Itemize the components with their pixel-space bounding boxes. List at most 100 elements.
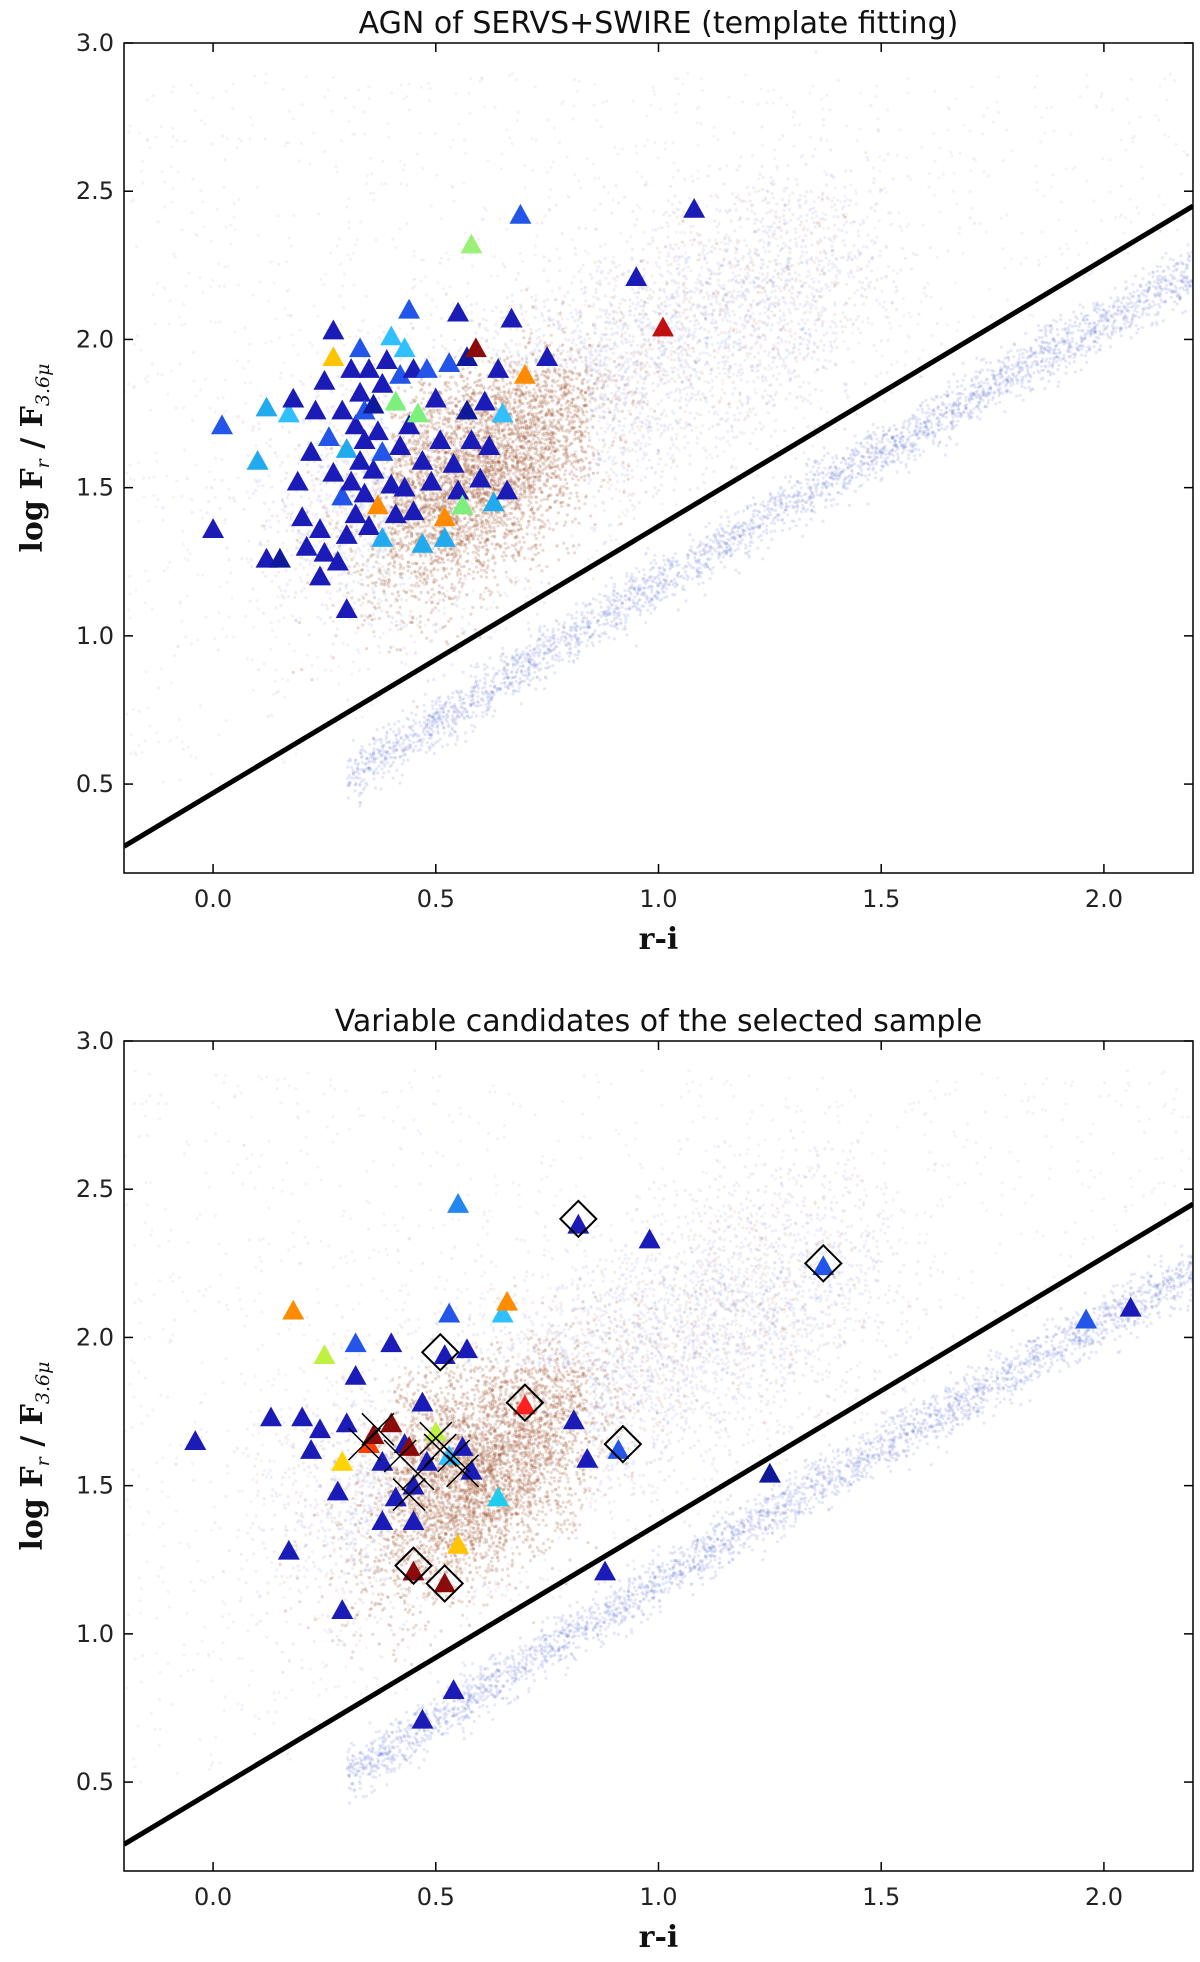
triangle-point (362, 393, 385, 414)
triangle-point (509, 203, 532, 224)
triangle-point (496, 1290, 519, 1311)
y-axis-label: log Fr / F3.6μ (15, 364, 54, 553)
triangle-point (282, 1299, 305, 1320)
triangle-point (576, 1447, 599, 1468)
triangle-point (282, 387, 305, 408)
triangle-point (371, 372, 394, 393)
triangle-point (380, 325, 403, 346)
triangle-point (812, 1255, 835, 1276)
triangle-point (433, 1572, 456, 1593)
triangle-point (491, 402, 514, 423)
y-tick-label: 0.5 (76, 1768, 114, 1796)
x-axis-label: r-i (639, 1920, 679, 1955)
x-tick-label: 0.0 (194, 885, 232, 913)
triangle-point (313, 369, 336, 390)
triangle-point (415, 358, 438, 378)
triangle-point (322, 346, 345, 367)
triangle-point (380, 1412, 403, 1433)
triangle-point (420, 470, 443, 491)
triangle-point (335, 1412, 358, 1433)
triangle-point (460, 233, 483, 254)
triangle-point (415, 1450, 438, 1471)
diamond-marker (420, 1332, 460, 1372)
x-marker (361, 1412, 395, 1446)
triangle-point (447, 301, 470, 322)
y-tick-label: 3.0 (76, 1027, 114, 1055)
triangle-point (513, 1394, 536, 1415)
triangle-point (313, 1344, 336, 1365)
triangle-point (349, 449, 372, 470)
triangle-point (638, 1228, 661, 1249)
triangle-point (482, 491, 505, 512)
x-marker (423, 1433, 457, 1467)
triangle-point (340, 470, 363, 491)
triangle-point (335, 598, 358, 618)
triangle-point (344, 1364, 367, 1385)
bottom-scatter-panel: 0.0 0.5 1.0 1.5 2.0 0.5 1.0 1.5 2.0 2.5 3.0 Variabl… (15, 1004, 1194, 1955)
triangle-point (758, 1462, 781, 1483)
triangle-point (366, 420, 389, 441)
triangle-point (357, 515, 380, 535)
triangle-point (460, 429, 483, 450)
triangle-point (487, 358, 510, 378)
triangle-point (353, 429, 376, 450)
triangle-point (353, 482, 376, 503)
triangle-point (335, 438, 358, 458)
triangle-point (683, 198, 706, 218)
triangle-point (487, 1486, 510, 1507)
x-tick-label: 1.5 (862, 1883, 900, 1911)
triangle-point (447, 1533, 470, 1554)
triangle-point (393, 337, 416, 358)
triangle-point (406, 402, 429, 423)
diamond-marker (803, 1243, 843, 1283)
triangle-point (353, 399, 376, 420)
y-tick-label: 0.5 (76, 770, 114, 798)
triangle-point (308, 1418, 331, 1439)
triangle-point (277, 1539, 300, 1560)
triangle-point (380, 1332, 403, 1353)
triangle-point (411, 532, 434, 553)
triangle-point (496, 479, 519, 500)
triangle-point (500, 307, 523, 328)
y-tick-label: 1.5 (76, 1472, 114, 1500)
x-tick-label: 0.5 (417, 1883, 455, 1911)
triangle-point (607, 1439, 630, 1459)
background-density (124, 50, 1193, 808)
triangle-point (362, 458, 385, 479)
triangle-point (326, 1480, 349, 1501)
triangle-point (366, 494, 389, 515)
triangle-point (375, 349, 398, 369)
triangle-point (277, 402, 300, 423)
x-tick-label: 1.0 (639, 885, 677, 913)
triangle-point (402, 1510, 425, 1531)
divider-line (124, 203, 1193, 849)
triangle-point (438, 352, 461, 372)
triangle-point (344, 503, 367, 524)
diamond-marker (603, 1424, 643, 1464)
y-tick-label: 2.0 (76, 325, 114, 353)
x-tick-label: 1.5 (862, 885, 900, 913)
triangle-point (442, 1679, 465, 1699)
triangle-point (411, 1708, 434, 1729)
triangle-point (322, 319, 345, 340)
triangle-point (424, 387, 447, 408)
x-marker (347, 1427, 382, 1461)
triangle-point (255, 396, 278, 417)
diamond-marker (505, 1383, 545, 1423)
triangle-point (469, 467, 492, 488)
y-tick-label: 2.0 (76, 1323, 114, 1351)
triangle-point (308, 518, 331, 538)
triangle-point (286, 470, 309, 491)
triangle-point (398, 414, 421, 435)
triangle-point (442, 452, 465, 473)
triangle-point (473, 390, 496, 411)
triangle-point (246, 449, 269, 470)
triangle-point (295, 535, 318, 556)
triangle-point (331, 399, 354, 420)
triangle-point (464, 337, 487, 358)
triangle-point (398, 1436, 421, 1456)
divider-line (124, 1201, 1193, 1847)
triangle-point (344, 414, 367, 435)
y-tick-label: 2.5 (76, 177, 114, 205)
